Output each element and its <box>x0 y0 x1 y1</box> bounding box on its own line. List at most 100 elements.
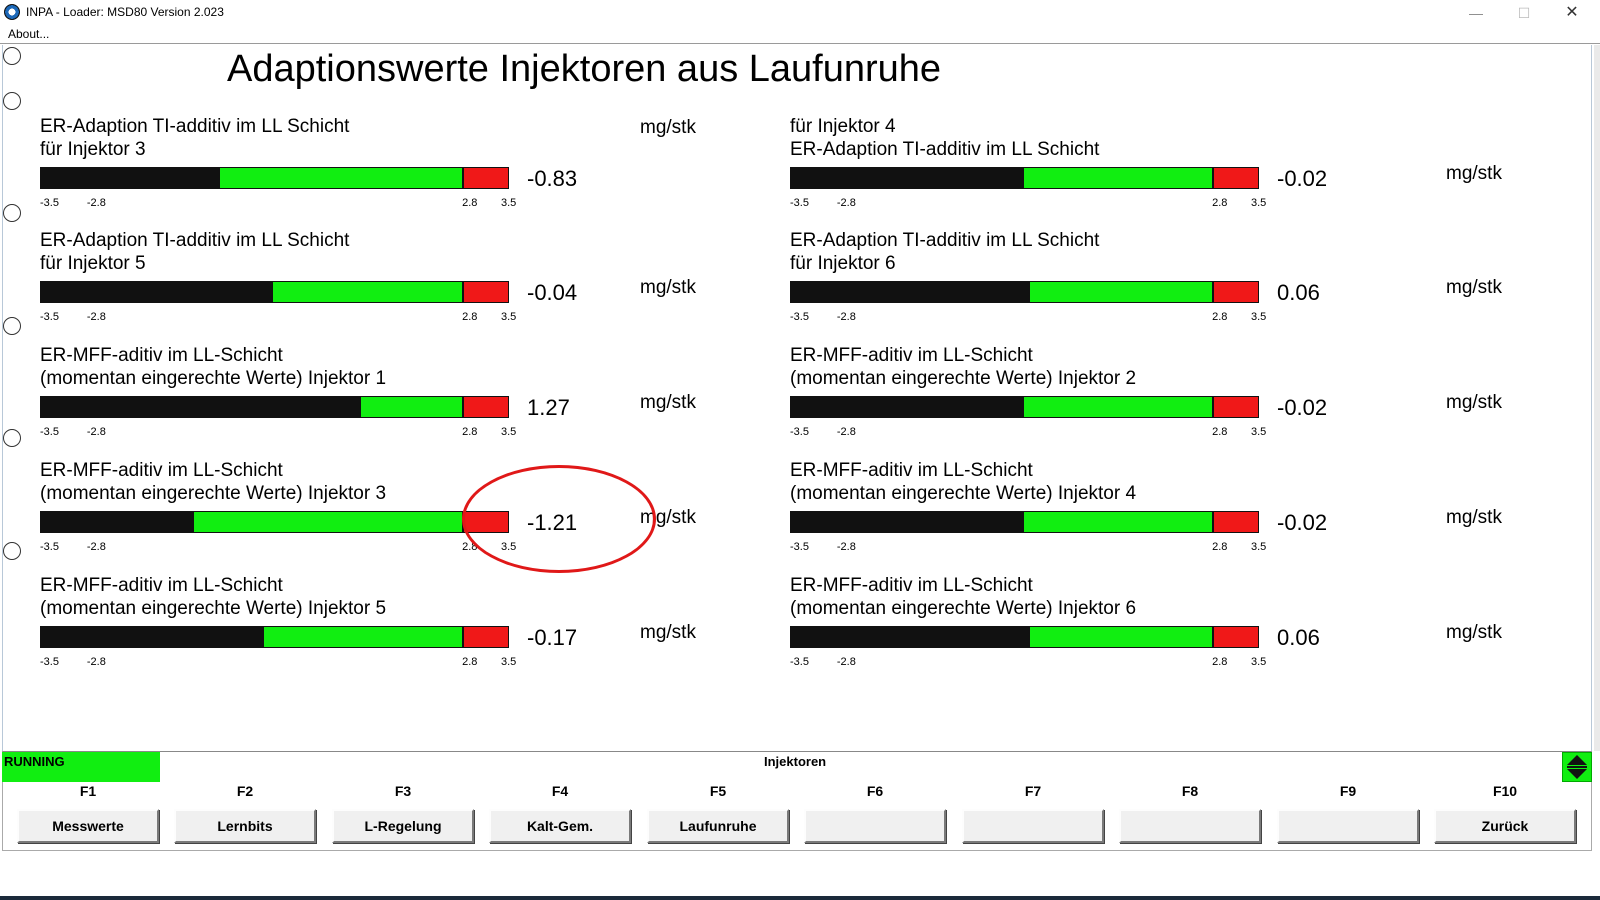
laufunruhe-button[interactable]: Laufunruhe <box>647 809 789 843</box>
gauge-high-limit-marker <box>1212 397 1215 417</box>
fkey-label-f10: F10 <box>1492 783 1518 799</box>
fkey-label-f5: F5 <box>709 783 727 799</box>
gauge-unit: mg/stk <box>640 392 696 413</box>
up-down-arrows-icon[interactable] <box>1562 752 1592 782</box>
gauge-scale-label: -2.8 <box>86 311 106 323</box>
gauge-label: ER-MFF-aditiv im LL-Schicht <box>790 345 1033 366</box>
gauge-value: -0.83 <box>527 166 578 191</box>
vertical-scrollbar[interactable] <box>1594 45 1600 751</box>
gauge-fill <box>41 627 265 647</box>
gauge-injector-6-mff: ER-MFF-aditiv im LL-Schicht (momentan ei… <box>790 574 1502 684</box>
gauge-scale-label: 2.8 <box>1212 197 1228 209</box>
gauge-low-limit-marker <box>86 282 89 302</box>
radio-button[interactable] <box>3 317 21 335</box>
gauge-scale-label: -3.5 <box>40 541 59 553</box>
gauge-high-limit-zone <box>1212 282 1258 302</box>
gauge-bar <box>790 396 1259 418</box>
radio-button[interactable] <box>3 542 21 560</box>
gauge-bar <box>790 167 1259 189</box>
gauge-fill <box>791 397 1025 417</box>
gauge-low-limit-marker <box>836 282 839 302</box>
gauge-low-limit-marker <box>836 397 839 417</box>
gauge-high-limit-marker <box>462 168 465 188</box>
gauge-high-limit-zone <box>462 397 508 417</box>
gauge-scale-label: 3.5 <box>1251 656 1267 668</box>
gauge-value: -0.02 <box>1277 166 1328 191</box>
zuruck-button[interactable]: Zurück <box>1434 809 1576 843</box>
gauge-label: ER-Adaption TI-additiv im LL Schicht <box>40 116 350 137</box>
gauge-low-limit-marker <box>836 168 839 188</box>
l-regelung-button[interactable]: L-Regelung <box>332 809 474 843</box>
gauge-label: (momentan eingerechte Werte) Injektor 4 <box>790 483 1137 504</box>
messwerte-button[interactable]: Messwerte <box>17 809 159 843</box>
gauge-high-limit-zone <box>462 168 508 188</box>
radio-button[interactable] <box>3 429 21 447</box>
gauge-unit: mg/stk <box>1446 163 1502 184</box>
menu-item-about[interactable]: About... <box>8 27 50 41</box>
status-running-indicator: RUNNING <box>2 752 160 782</box>
gauge-label: ER-Adaption TI-additiv im LL Schicht <box>790 230 1100 251</box>
fkey-label-f7: F7 <box>1024 783 1042 799</box>
gauge-label: für Injektor 4 <box>790 116 896 137</box>
kalt-gem-button[interactable]: Kalt-Gem. <box>489 809 631 843</box>
gauge-scale-label: 2.8 <box>1212 656 1228 668</box>
gauge-value: -0.02 <box>1277 395 1328 420</box>
gauge-injector-1-mff: ER-MFF-aditiv im LL-Schicht (momentan ei… <box>40 344 696 454</box>
gauge-bar <box>40 396 509 418</box>
gauge-scale-label: 3.5 <box>501 197 517 209</box>
gauge-value: -0.04 <box>527 280 578 305</box>
gauge-injector-3-ti: ER-Adaption TI-additiv im LL Schicht für… <box>40 115 696 225</box>
gauge-high-limit-zone <box>462 627 508 647</box>
radio-button[interactable] <box>3 47 21 65</box>
f7-button[interactable] <box>962 809 1104 843</box>
gauge-fill <box>791 627 1030 647</box>
gauge-scale-label: -2.8 <box>86 541 106 553</box>
radio-button[interactable] <box>3 92 21 110</box>
gauge-high-limit-zone <box>1212 397 1258 417</box>
gauge-high-limit-zone <box>1212 168 1258 188</box>
lernbits-button[interactable]: Lernbits <box>174 809 316 843</box>
gauge-high-limit-marker <box>462 282 465 302</box>
gauge-injector-4-ti: für Injektor 4 ER-Adaption TI-additiv im… <box>790 115 1502 225</box>
gauge-fill <box>41 282 273 302</box>
close-button[interactable]: ✕ <box>1565 4 1579 21</box>
content-area <box>2 45 1592 751</box>
gauge-value: 0.06 <box>1277 625 1320 650</box>
gauge-scale-label: -3.5 <box>40 311 59 323</box>
f9-button[interactable] <box>1277 809 1419 843</box>
gauge-high-limit-marker <box>462 627 465 647</box>
gauge-unit: mg/stk <box>1446 507 1502 528</box>
taskbar-edge <box>0 896 1600 900</box>
gauge-scale-label: -3.5 <box>790 656 809 668</box>
section-label: Injektoren <box>764 754 827 769</box>
gauge-scale-label: -3.5 <box>790 197 809 209</box>
gauge-scale-label: 2.8 <box>462 311 478 323</box>
gauge-bar <box>40 511 509 533</box>
maximize-button[interactable]: ☐ <box>1517 5 1531 21</box>
radio-button[interactable] <box>3 204 21 222</box>
f8-button[interactable] <box>1119 809 1261 843</box>
gauge-scale-label: -3.5 <box>40 197 59 209</box>
gauge-scale-label: 3.5 <box>501 656 517 668</box>
gauge-scale-label: 3.5 <box>1251 311 1267 323</box>
gauge-low-limit-marker <box>86 397 89 417</box>
f6-button[interactable] <box>804 809 946 843</box>
gauge-label: (momentan eingerechte Werte) Injektor 1 <box>40 368 387 389</box>
gauge-injector-6-ti: ER-Adaption TI-additiv im LL Schicht für… <box>790 229 1502 339</box>
gauge-value: 0.06 <box>1277 280 1320 305</box>
minimize-button[interactable]: — <box>1469 5 1483 21</box>
gauge-bar <box>790 626 1259 648</box>
gauge-scale-label: -2.8 <box>836 311 856 323</box>
gauge-scale-label: 3.5 <box>501 311 517 323</box>
gauge-scale-label: 2.8 <box>1212 426 1228 438</box>
gauge-low-limit-marker <box>836 627 839 647</box>
gauge-injector-5-ti: ER-Adaption TI-additiv im LL Schicht für… <box>40 229 696 339</box>
fkey-label-f4: F4 <box>551 783 569 799</box>
gauge-injector-5-mff: ER-MFF-aditiv im LL-Schicht (momentan ei… <box>40 574 696 684</box>
gauge-scale-label: -2.8 <box>86 426 106 438</box>
gauge-scale-label: 2.8 <box>462 197 478 209</box>
gauge-high-limit-marker <box>1212 168 1215 188</box>
gauge-label: (momentan eingerechte Werte) Injektor 6 <box>790 598 1137 619</box>
gauge-fill <box>791 168 1025 188</box>
